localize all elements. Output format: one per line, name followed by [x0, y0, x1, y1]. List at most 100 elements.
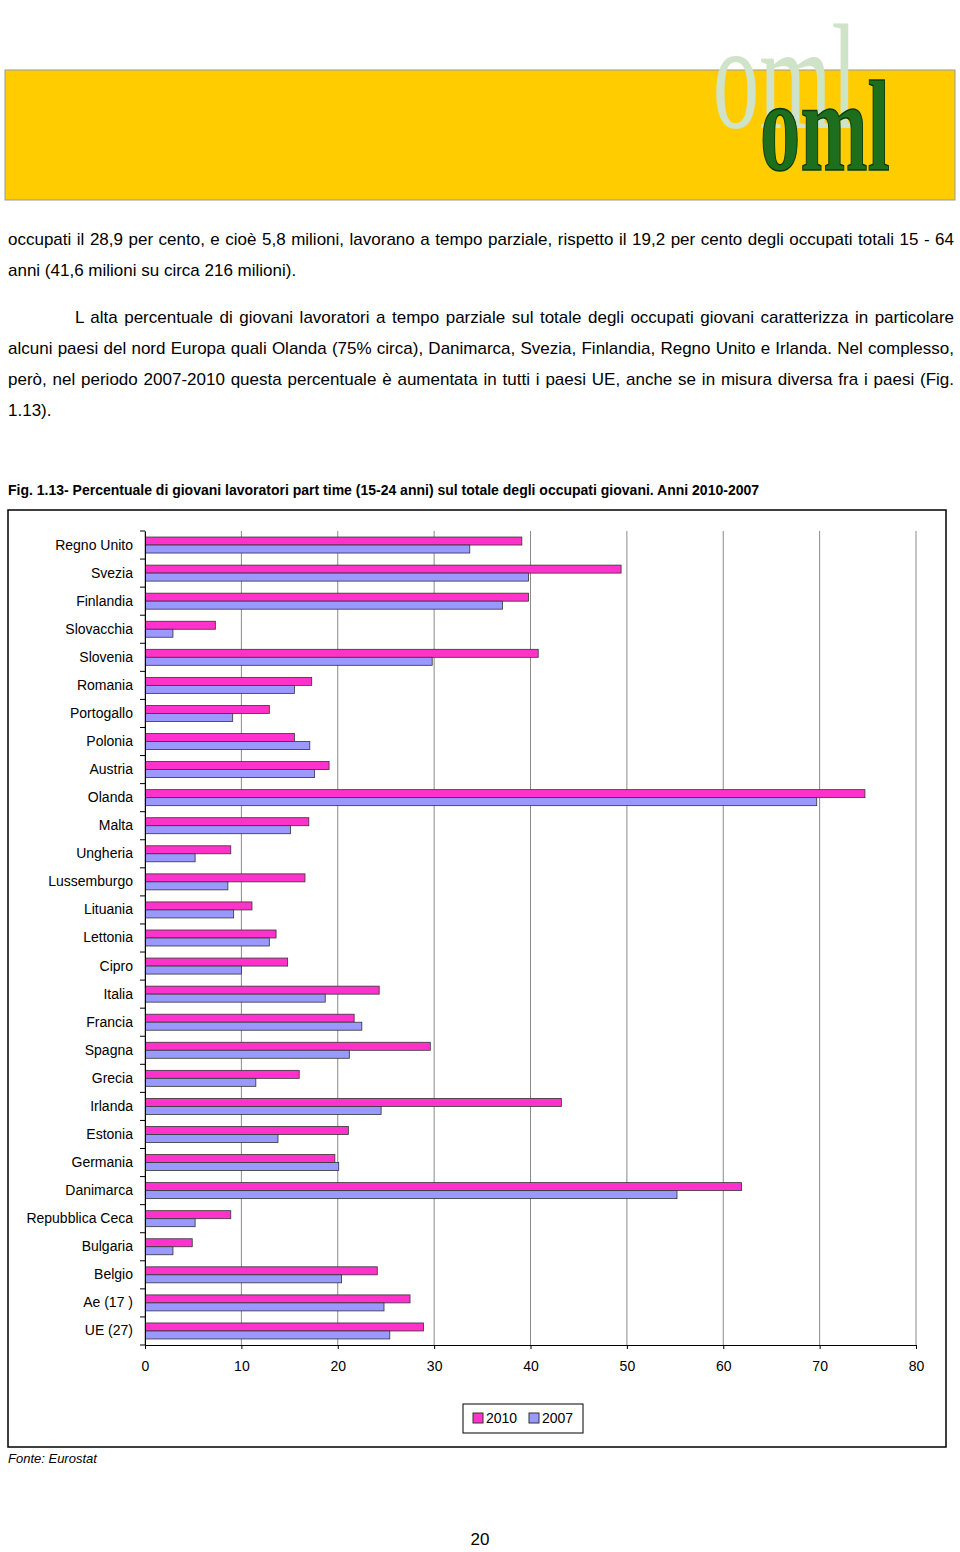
separator — [140, 839, 145, 840]
x-tick: 60 — [716, 1345, 732, 1374]
bar — [145, 1303, 384, 1311]
y-tick-label: Germania — [72, 1154, 134, 1170]
y-tick-label: Svezia — [91, 565, 133, 581]
bar — [145, 1070, 299, 1078]
bar — [145, 677, 312, 685]
x-tick-mark — [145, 1345, 146, 1349]
grid-line — [916, 531, 917, 1345]
bar — [145, 790, 865, 798]
bar — [145, 762, 329, 770]
x-tick: 0 — [142, 1345, 150, 1374]
y-tick: Malta — [99, 817, 145, 833]
bar — [145, 601, 503, 609]
x-axis-line — [146, 1346, 917, 1350]
y-tick: Danimarca — [65, 1182, 145, 1198]
separator — [140, 671, 145, 672]
x-tick: 20 — [330, 1345, 346, 1374]
bar — [145, 966, 241, 974]
bar — [145, 938, 269, 946]
separator — [140, 867, 145, 868]
y-tick-label: Regno Unito — [55, 537, 133, 553]
y-tick: UE (27) — [85, 1322, 145, 1338]
separator — [140, 1092, 145, 1093]
bar — [145, 1014, 354, 1022]
bar — [145, 1219, 195, 1227]
bar — [145, 1042, 430, 1050]
x-tick-label: 50 — [620, 1358, 636, 1374]
x-tick: 30 — [427, 1345, 443, 1374]
y-tick: Polonia — [86, 733, 145, 749]
x-tick-mark — [338, 1345, 339, 1349]
separator — [140, 727, 145, 728]
separator — [140, 1176, 145, 1177]
y-tick-label: Polonia — [86, 733, 133, 749]
x-tick: 70 — [812, 1345, 828, 1374]
bar — [145, 1267, 377, 1275]
separator — [140, 783, 145, 784]
bar — [145, 1134, 278, 1142]
x-axis: 01020304050607080 — [142, 1345, 925, 1374]
y-tick: Finlandia — [76, 593, 145, 609]
bar — [145, 874, 305, 882]
y-tick-label: Spagna — [85, 1042, 133, 1058]
y-tick-label: Italia — [103, 986, 133, 1002]
x-tick-label: 20 — [330, 1358, 346, 1374]
category-separators — [140, 531, 145, 1345]
x-tick-mark — [627, 1345, 628, 1349]
bar — [145, 882, 228, 890]
bar — [145, 930, 276, 938]
x-tick-mark — [241, 1345, 242, 1349]
y-tick: Lussemburgo — [48, 873, 145, 889]
y-tick: Slovacchia — [65, 621, 145, 637]
bar — [145, 1050, 349, 1058]
bar — [145, 846, 231, 854]
x-tick: 40 — [523, 1345, 539, 1374]
bar — [145, 1163, 339, 1171]
separator — [140, 1288, 145, 1289]
y-tick-label: UE (27) — [85, 1322, 133, 1338]
x-tick-mark — [434, 1345, 435, 1349]
y-tick: Austria — [89, 761, 145, 777]
x-tick-label: 40 — [523, 1358, 539, 1374]
y-tick-label: Lituania — [84, 901, 133, 917]
bar — [145, 734, 294, 742]
bar — [145, 593, 529, 601]
y-tick: Svezia — [91, 565, 145, 581]
y-tick: Olanda — [88, 789, 145, 805]
separator — [140, 895, 145, 896]
y-tick-label: Malta — [99, 817, 133, 833]
bar — [145, 621, 215, 629]
separator — [140, 1232, 145, 1233]
y-tick-label: Repubblica Ceca — [26, 1210, 133, 1226]
bar — [145, 1155, 335, 1163]
separator — [140, 559, 145, 560]
separator — [140, 1036, 145, 1037]
bar — [145, 565, 621, 573]
x-tick-mark — [916, 1345, 917, 1349]
y-tick: Irlanda — [90, 1098, 145, 1114]
bar — [145, 713, 233, 721]
bar — [145, 1239, 192, 1247]
y-tick: Lituania — [84, 901, 145, 917]
separator — [140, 1120, 145, 1121]
x-tick-label: 70 — [812, 1358, 828, 1374]
bar — [145, 649, 538, 657]
y-tick-label: Portogallo — [70, 705, 133, 721]
separator — [140, 1316, 145, 1317]
bar — [145, 994, 325, 1002]
x-tick-mark — [531, 1345, 532, 1349]
grid-line — [723, 531, 724, 1345]
y-tick: Italia — [103, 986, 145, 1002]
bar — [145, 910, 234, 918]
y-tick-label: Lussemburgo — [48, 873, 133, 889]
source-note: Fonte: Eurostat — [8, 1451, 97, 1466]
y-tick-label: Romania — [77, 677, 133, 693]
bar — [145, 1323, 424, 1331]
legend-entry: 2007 — [529, 1410, 573, 1426]
bars — [145, 537, 865, 1339]
y-tick: Grecia — [92, 1070, 145, 1086]
bar — [145, 798, 817, 806]
separator — [140, 1260, 145, 1261]
legend-label: 2010 — [486, 1410, 517, 1426]
separator — [140, 923, 145, 924]
